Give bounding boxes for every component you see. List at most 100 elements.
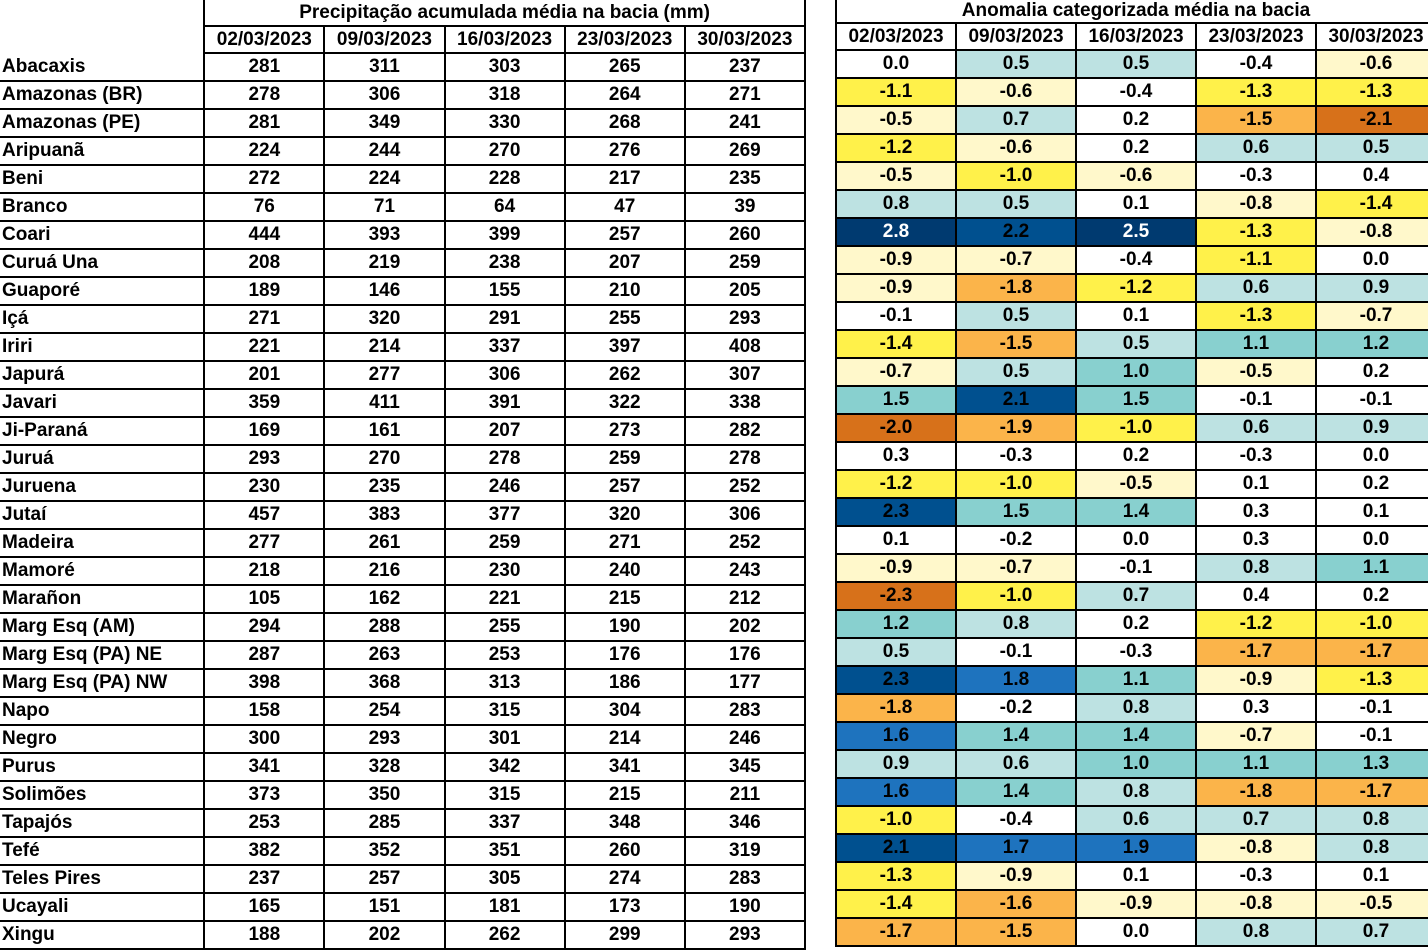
precip-cell: 342: [443, 753, 566, 782]
table-row: Marg Esq (AM) 294 288 255 190 202: [0, 613, 807, 642]
precip-cell: 277: [203, 529, 326, 558]
precip-cell: 278: [203, 81, 326, 110]
table-row: 1.6 1.4 1.4 -0.7 -0.1: [835, 722, 1428, 751]
precip-cell: 281: [203, 109, 326, 138]
precip-cell: 64: [443, 193, 566, 222]
anomaly-cell: 1.2: [835, 610, 957, 639]
precip-cell: 300: [203, 725, 326, 754]
precip-cell: 318: [443, 81, 566, 110]
anomaly-cell: -1.7: [1315, 638, 1428, 667]
precip-cell: 345: [683, 753, 807, 782]
precip-cell: 176: [563, 641, 686, 670]
precip-cell: 322: [563, 389, 686, 418]
precip-cell: 271: [563, 529, 686, 558]
anomaly-cell: -0.8: [1195, 834, 1317, 863]
anomaly-cell: 1.0: [1075, 358, 1197, 387]
basin-name: Juruá: [0, 445, 205, 474]
anomaly-cell: 0.2: [1075, 442, 1197, 471]
anomaly-cell: -1.8: [835, 694, 957, 723]
table-row: Curuá Una 208 219 238 207 259: [0, 249, 807, 278]
anomaly-cell: 0.5: [1315, 134, 1428, 163]
anomaly-cell: -1.2: [1075, 274, 1197, 303]
precip-cell: 161: [323, 417, 446, 446]
anomaly-cell: -1.6: [955, 890, 1077, 919]
precip-cell: 219: [323, 249, 446, 278]
anomaly-cell: 0.1: [1075, 862, 1197, 891]
anomaly-cell: 0.8: [835, 190, 957, 219]
table-row: Coari 444 393 399 257 260: [0, 221, 807, 250]
precip-cell: 277: [323, 361, 446, 390]
table-row: Juruá 293 270 278 259 278: [0, 445, 807, 474]
precip-cell: 207: [563, 249, 686, 278]
anomaly-cell: -1.4: [1315, 190, 1428, 219]
basin-name: Coari: [0, 221, 205, 250]
precip-cell: 190: [683, 893, 807, 922]
precip-cell: 207: [443, 417, 566, 446]
table-row: Jutaí 457 383 377 320 306: [0, 501, 807, 530]
basin-name: Tefé: [0, 837, 205, 866]
table-row: -0.5 -1.0 -0.6 -0.3 0.4: [835, 162, 1428, 191]
table-row: 2.3 1.5 1.4 0.3 0.1: [835, 498, 1428, 527]
anomaly-cell: 0.8: [955, 610, 1077, 639]
anomaly-cell: -1.5: [955, 330, 1077, 359]
precip-cell: 39: [683, 193, 807, 222]
basin-name: Amazonas (BR): [0, 81, 205, 110]
anomaly-cell: 1.3: [1315, 750, 1428, 779]
anomaly-cell: -1.5: [955, 918, 1077, 947]
anomaly-cell: -1.2: [835, 470, 957, 499]
table-row: -0.5 0.7 0.2 -1.5 -2.1: [835, 106, 1428, 135]
anomaly-cell: 0.2: [1075, 610, 1197, 639]
anomaly-cell: -0.7: [835, 358, 957, 387]
anomaly-cell: -0.8: [1195, 890, 1317, 919]
anomaly-cell: 1.1: [1315, 554, 1428, 583]
basin-name: Solimões: [0, 781, 205, 810]
anomaly-cell: -0.1: [1315, 694, 1428, 723]
table-row: Ucayali 165 151 181 173 190: [0, 893, 807, 922]
anomaly-cell: 0.2: [1315, 582, 1428, 611]
precip-cell: 346: [683, 809, 807, 838]
precip-cell: 218: [203, 557, 326, 586]
precip-cell: 348: [563, 809, 686, 838]
precip-cell: 264: [563, 81, 686, 110]
anomaly-cell: -1.0: [1075, 414, 1197, 443]
precip-cell: 216: [323, 557, 446, 586]
anomaly-cell: 0.2: [1315, 358, 1428, 387]
precip-cell: 294: [203, 613, 326, 642]
anomaly-cell: -1.5: [1195, 106, 1317, 135]
precip-cell: 235: [323, 473, 446, 502]
precip-cell: 246: [443, 473, 566, 502]
anomaly-cell: 0.8: [1315, 834, 1428, 863]
table-row: Amazonas (BR) 278 306 318 264 271: [0, 81, 807, 110]
anomaly-cell: 0.6: [1075, 806, 1197, 835]
precip-cell: 411: [323, 389, 446, 418]
anomaly-cell: 0.0: [1315, 526, 1428, 555]
table-row: -1.4 -1.5 0.5 1.1 1.2: [835, 330, 1428, 359]
anomaly-cell: 0.2: [1075, 134, 1197, 163]
precip-cell: 271: [203, 305, 326, 334]
table-row: Amazonas (PE) 281 349 330 268 241: [0, 109, 807, 138]
anomaly-cell: -0.2: [955, 694, 1077, 723]
anomaly-cell: 0.6: [1195, 134, 1317, 163]
precip-cell: 146: [323, 277, 446, 306]
precip-cell: 397: [563, 333, 686, 362]
anomaly-cell: 0.0: [1075, 918, 1197, 947]
table-row: Madeira 277 261 259 271 252: [0, 529, 807, 558]
anomaly-cell: -1.8: [955, 274, 1077, 303]
precip-cell: 214: [563, 725, 686, 754]
table-row: -1.2 -1.0 -0.5 0.1 0.2: [835, 470, 1428, 499]
anomaly-cell: 2.1: [835, 834, 957, 863]
precip-cell: 224: [203, 137, 326, 166]
precip-cell: 155: [443, 277, 566, 306]
anomaly-cell: -0.5: [1195, 358, 1317, 387]
anomaly-cell: 0.8: [1315, 806, 1428, 835]
precipitation-table: Precipitação acumulada média na bacia (m…: [0, 0, 807, 950]
basin-name: Teles Pires: [0, 865, 205, 894]
basin-name: Marg Esq (AM): [0, 613, 205, 642]
anomaly-cell: 1.5: [955, 498, 1077, 527]
precip-cell: 287: [203, 641, 326, 670]
precip-cell: 299: [563, 921, 686, 950]
anomaly-cell: 0.8: [1195, 554, 1317, 583]
anomaly-cell: -0.9: [835, 554, 957, 583]
basin-name: Curuá Una: [0, 249, 205, 278]
anomaly-cell: 1.9: [1075, 834, 1197, 863]
